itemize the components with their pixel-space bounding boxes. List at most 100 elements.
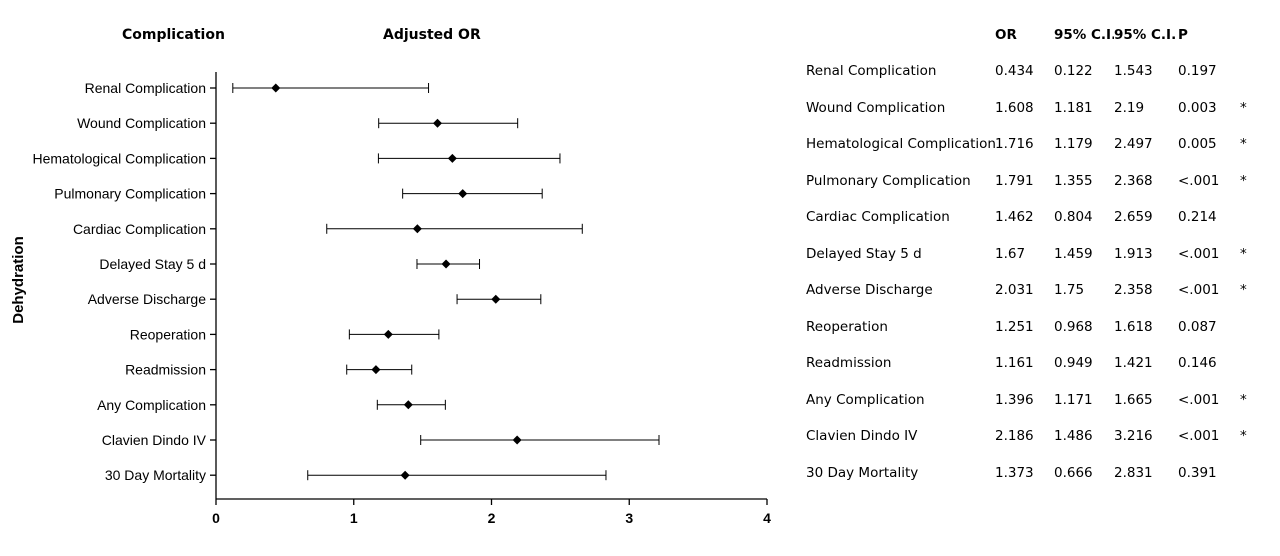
row-label: Hematological Complication — [32, 150, 206, 166]
table-cell-p: <.001 — [1178, 391, 1220, 408]
table-cell-or: 1.161 — [995, 355, 1034, 371]
table-cell-p: <.001 — [1178, 428, 1220, 444]
or-point — [271, 83, 281, 93]
table-cell-ci-lower: 0.666 — [1054, 464, 1093, 481]
row-label: Clavien Dindo IV — [102, 432, 207, 448]
table-cell-or: 1.791 — [995, 172, 1034, 189]
table-cell-ci-lower: 1.355 — [1054, 172, 1093, 189]
table-cell-label: Hematological Complication — [806, 136, 996, 152]
table-cell-or: 1.396 — [995, 391, 1034, 408]
table-cell-ci-upper: 2.497 — [1114, 136, 1153, 152]
or-column-header: OR — [995, 27, 1017, 43]
table-cell-significance: * — [1240, 282, 1247, 298]
table-cell-or: 1.373 — [995, 464, 1034, 481]
or-point — [403, 400, 413, 410]
x-tick-label: 3 — [625, 510, 633, 526]
or-point — [400, 470, 410, 480]
table-cell-ci-upper: 2.358 — [1114, 282, 1153, 298]
table-cell-or: 0.434 — [995, 63, 1034, 79]
table-cell-p: 0.005 — [1178, 136, 1217, 152]
table-cell-p: <.001 — [1178, 282, 1220, 298]
table-cell-significance: * — [1240, 99, 1247, 116]
label-column-header: Complication — [122, 27, 225, 43]
table-cell-label: 30 Day Mortality — [806, 464, 919, 481]
table-cell-label: Pulmonary Complication — [806, 172, 971, 189]
table-cell-label: Renal Complication — [806, 63, 937, 79]
x-tick-label: 0 — [212, 510, 220, 526]
table-cell-ci-lower: 1.459 — [1054, 245, 1093, 262]
or-point — [447, 153, 457, 163]
ci-upper-column-header: 95% C.I. U — [1114, 27, 1177, 43]
row-label: Readmission — [125, 362, 206, 378]
x-tick-label: 4 — [763, 510, 771, 526]
table-cell-ci-lower: 1.486 — [1054, 428, 1093, 444]
or-point — [441, 259, 451, 269]
row-label: Reoperation — [130, 326, 206, 342]
or-point — [512, 435, 522, 445]
table-cell-significance: * — [1240, 172, 1247, 189]
table-cell-ci-upper: 1.421 — [1114, 355, 1153, 371]
table-cell-label: Any Complication — [806, 391, 925, 408]
table-cell-p: 0.197 — [1178, 63, 1217, 79]
table-cell-label: Reoperation — [806, 318, 888, 335]
row-label: 30 Day Mortality — [105, 467, 206, 483]
p-column-header: P — [1178, 27, 1188, 43]
table-cell-p: <.001 — [1178, 245, 1220, 262]
table-cell-significance: * — [1240, 136, 1247, 152]
row-label: Adverse Discharge — [88, 291, 206, 307]
table-cell-label: Readmission — [806, 355, 892, 371]
row-label: Cardiac Complication — [73, 221, 206, 237]
table-cell-ci-upper: 1.543 — [1114, 63, 1153, 79]
table-cell-label: Adverse Discharge — [806, 282, 933, 298]
table-cell-ci-upper: 2.19 — [1114, 99, 1145, 116]
table-cell-or: 1.67 — [995, 245, 1026, 262]
table-cell-significance: * — [1240, 428, 1247, 444]
table-cell-significance: * — [1240, 245, 1247, 262]
ci-lower-column-header: 95% C.I. l — [1054, 27, 1114, 43]
forest-plot: 0 1 2 3 4 Dehydration Renal Complication Wound … — [10, 72, 771, 526]
table-cell-ci-lower: 1.181 — [1054, 99, 1093, 116]
or-point — [433, 118, 443, 128]
or-point — [412, 224, 422, 234]
table-cell-p: 0.087 — [1178, 318, 1217, 335]
table-cell-ci-upper: 2.659 — [1114, 209, 1153, 225]
group-label: Dehydration — [10, 236, 27, 324]
row-label: Any Complication — [97, 397, 206, 413]
table-cell-p: <.001 — [1178, 172, 1220, 189]
table-cell-ci-upper: 1.913 — [1114, 245, 1153, 262]
or-point — [371, 365, 381, 375]
table-cell-or: 1.462 — [995, 209, 1034, 225]
table-cell-p: 0.003 — [1178, 99, 1217, 116]
table-cell-ci-upper: 1.665 — [1114, 391, 1153, 408]
table-cell-ci-lower: 0.968 — [1054, 318, 1093, 335]
x-tick-label: 1 — [350, 510, 358, 526]
table-cell-or: 1.608 — [995, 99, 1034, 116]
plot-column-header: Adjusted OR — [383, 27, 481, 43]
table-cell-or: 2.031 — [995, 282, 1034, 298]
or-point — [491, 294, 501, 304]
table-cell-ci-lower: 1.75 — [1054, 282, 1085, 298]
table-cell-ci-lower: 0.949 — [1054, 355, 1093, 371]
or-point — [383, 329, 393, 339]
table-cell-or: 2.186 — [995, 428, 1034, 444]
table-cell-ci-lower: 0.804 — [1054, 209, 1093, 225]
table-cell-p: 0.214 — [1178, 209, 1217, 225]
table-cell-ci-upper: 2.368 — [1114, 172, 1153, 189]
row-label: Renal Complication — [85, 80, 206, 96]
or-point — [458, 189, 468, 199]
table-cell-or: 1.716 — [995, 136, 1034, 152]
table-cell-significance: * — [1240, 391, 1247, 408]
table-cell-ci-upper: 3.216 — [1114, 428, 1153, 444]
table-cell-ci-lower: 1.179 — [1054, 136, 1093, 152]
row-label: Wound Complication — [77, 115, 206, 131]
table-cell-label: Delayed Stay 5 d — [806, 245, 922, 262]
row-label: Pulmonary Complication — [54, 186, 206, 202]
table-cell-label: Clavien Dindo IV — [806, 428, 918, 444]
table-cell-p: 0.391 — [1178, 464, 1217, 481]
table-cell-ci-lower: 1.171 — [1054, 391, 1093, 408]
row-label: Delayed Stay 5 d — [99, 256, 206, 272]
table-cell-or: 1.251 — [995, 318, 1034, 335]
table-cell-ci-lower: 0.122 — [1054, 63, 1093, 79]
x-tick-label: 2 — [488, 510, 496, 526]
table-cell-ci-upper: 2.831 — [1114, 464, 1153, 481]
